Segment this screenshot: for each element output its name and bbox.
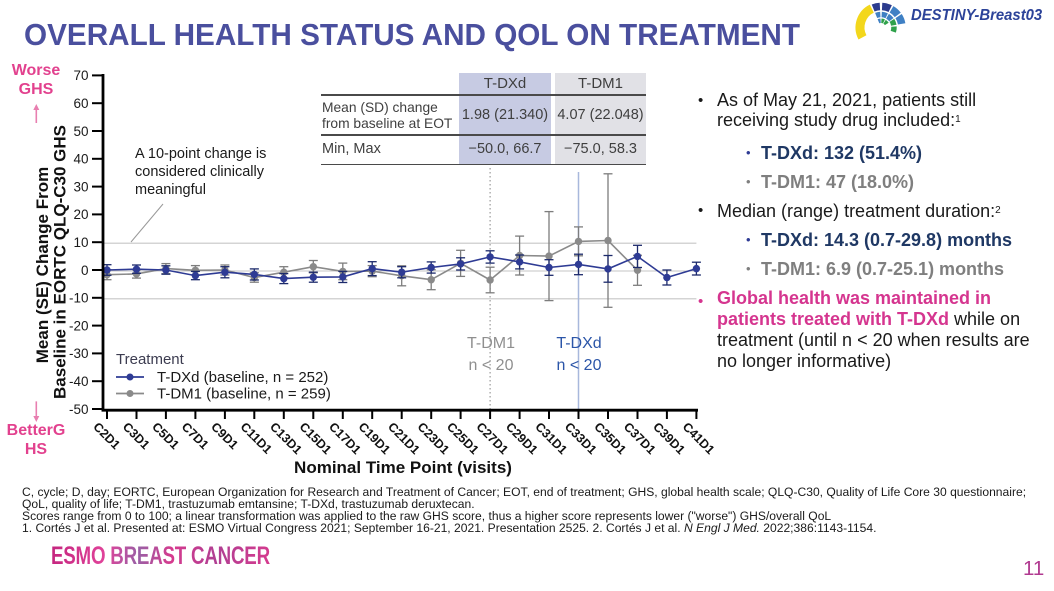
svg-text:60: 60	[73, 96, 88, 111]
svg-text:C13D1: C13D1	[267, 420, 304, 457]
svg-text:C5D1: C5D1	[149, 420, 182, 453]
svg-text:C25D1: C25D1	[444, 420, 481, 457]
svg-text:C31D1: C31D1	[532, 420, 569, 457]
svg-text:C33D1: C33D1	[562, 420, 599, 457]
svg-text:-50: -50	[69, 402, 89, 417]
svg-text:70: 70	[73, 68, 88, 83]
svg-text:n < 20: n < 20	[557, 357, 602, 374]
svg-text:C29D1: C29D1	[503, 420, 540, 457]
svg-text:C9D1: C9D1	[208, 420, 241, 453]
svg-text:50: 50	[73, 124, 88, 139]
svg-text:Treatment: Treatment	[116, 351, 185, 368]
svg-text:C11D1: C11D1	[238, 420, 275, 457]
svg-text:C17D1: C17D1	[326, 420, 363, 457]
svg-text:T-DM1 (baseline, n = 259): T-DM1 (baseline, n = 259)	[157, 386, 331, 403]
svg-text:10: 10	[73, 235, 88, 250]
svg-text:Baseline in EORTC QLQ-C30 GHS: Baseline in EORTC QLQ-C30 GHS	[51, 125, 70, 399]
svg-text:considered clinically: considered clinically	[135, 164, 265, 180]
svg-text:C37D1: C37D1	[621, 420, 658, 457]
svg-text:C2D1: C2D1	[90, 420, 123, 453]
svg-text:C35D1: C35D1	[591, 420, 628, 457]
svg-text:T-DXd: T-DXd	[556, 335, 601, 352]
svg-text:C27D1: C27D1	[473, 420, 510, 457]
svg-text:C23D1: C23D1	[415, 420, 452, 457]
svg-text:-40: -40	[69, 374, 89, 389]
svg-text:C41D1: C41D1	[680, 420, 717, 457]
svg-text:C39D1: C39D1	[650, 420, 687, 457]
svg-text:Mean (SE) Change From: Mean (SE) Change From	[33, 167, 52, 363]
svg-text:30: 30	[73, 179, 88, 194]
svg-text:T-DM1: T-DM1	[467, 335, 515, 352]
svg-text:20: 20	[73, 207, 88, 222]
svg-text:-30: -30	[69, 346, 89, 361]
svg-text:C19D1: C19D1	[356, 420, 393, 457]
svg-text:T-DXd (baseline, n = 252): T-DXd (baseline, n = 252)	[157, 369, 328, 386]
svg-text:40: 40	[73, 152, 88, 167]
svg-text:C21D1: C21D1	[385, 420, 422, 457]
svg-text:n < 20: n < 20	[469, 357, 514, 374]
svg-text:0: 0	[81, 263, 89, 278]
svg-text:C3D1: C3D1	[120, 420, 153, 453]
svg-text:C7D1: C7D1	[179, 420, 212, 453]
svg-text:-20: -20	[69, 318, 89, 333]
svg-text:meaningful: meaningful	[135, 182, 206, 198]
svg-text:A 10-point change is: A 10-point change is	[135, 146, 266, 162]
svg-text:C15D1: C15D1	[297, 420, 334, 457]
svg-text:Nominal Time Point (visits): Nominal Time Point (visits)	[294, 458, 512, 477]
svg-text:-10: -10	[69, 291, 89, 306]
